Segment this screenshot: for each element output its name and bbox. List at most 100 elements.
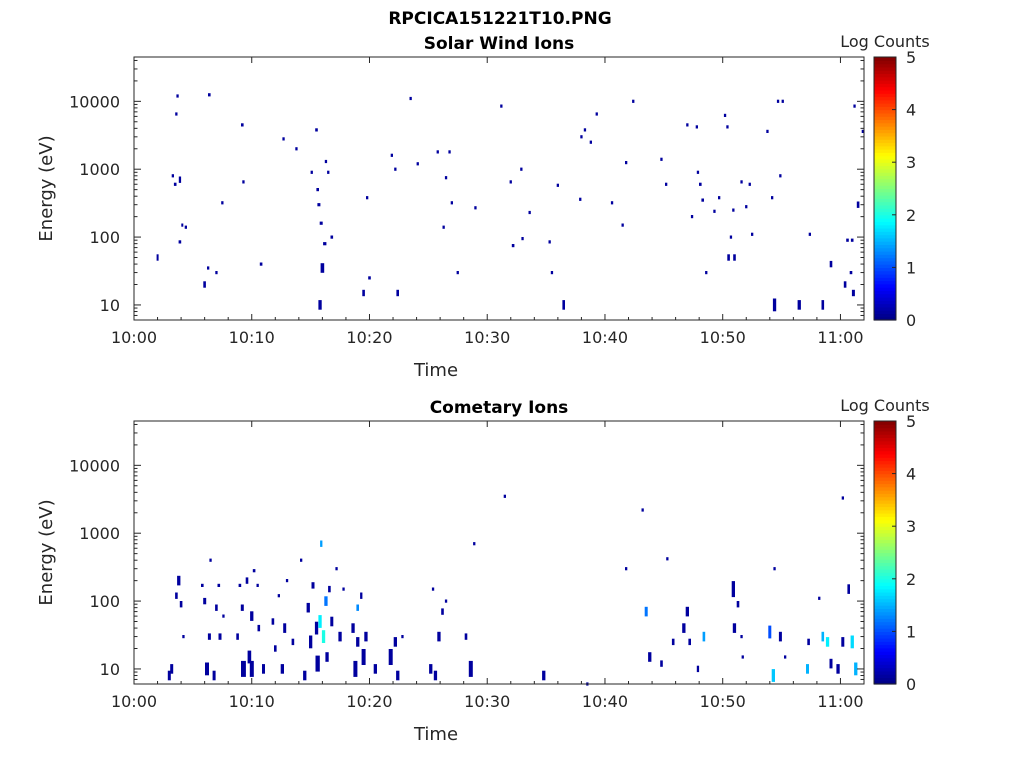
solar-wind-colorbar-segment: [874, 89, 896, 94]
cometary-data-cell: [688, 638, 691, 646]
cometary-colorbar-segment: [874, 555, 896, 560]
cometary-data-cell: [433, 670, 438, 681]
cometary-data-cell: [431, 587, 435, 591]
cometary-data-cell: [648, 652, 652, 662]
cometary-data-cell: [702, 631, 706, 642]
solar-wind-colorbar-segment: [874, 280, 896, 285]
cometary-plot-area: [134, 421, 864, 684]
solar-wind-colorbar-segment: [874, 139, 896, 144]
cometary-data-cell: [825, 637, 830, 647]
solar-wind-colorbar-segment: [874, 185, 896, 190]
cometary-data-cell: [353, 660, 358, 677]
cometary-colorbar-segment: [874, 562, 896, 567]
cometary-data-cell: [285, 579, 289, 583]
solar-wind-data-cell: [175, 112, 178, 116]
cometary-colorbar-segment: [874, 598, 896, 603]
cometary-y-axis-label: Energy (eV): [36, 499, 57, 605]
solar-wind-colorbar-segment: [874, 70, 896, 75]
cometary-colorbar-frame: [873, 420, 897, 685]
solar-wind-colorbar-segment: [874, 277, 896, 282]
cometary-data-cell: [356, 604, 359, 611]
cometary-data-cell: [356, 637, 360, 647]
solar-wind-colorbar-segment: [874, 218, 896, 222]
solar-wind-colorbar-segment: [874, 96, 896, 101]
solar-wind-colorbar-segment: [874, 244, 896, 249]
cometary-colorbar-segment: [874, 545, 896, 550]
solar-wind-data-cell: [330, 235, 334, 239]
cometary-data-cell: [170, 664, 174, 674]
cometary-data-cell: [207, 633, 211, 640]
solar-wind-colorbar-segment: [874, 175, 896, 180]
solar-wind-data-cell: [850, 238, 854, 242]
solar-wind-colorbar-segment: [874, 260, 896, 265]
cometary-data-cell: [444, 599, 448, 603]
cometary-data-cell: [218, 633, 222, 640]
solar-wind-colorbar-segment: [874, 270, 896, 275]
cometary-colorbar-segment: [874, 516, 896, 521]
solar-wind-colorbar-segment: [874, 208, 896, 213]
solar-wind-data-cell: [450, 201, 453, 205]
solar-wind-data-cell: [595, 112, 598, 116]
solar-wind-data-cell: [362, 289, 365, 297]
solar-wind-data-cell: [726, 125, 729, 129]
solar-wind-colorbar-segment: [874, 211, 896, 216]
solar-wind-data-cell: [853, 104, 856, 108]
cometary-data-cell: [201, 583, 204, 587]
cometary-colorbar-segment: [874, 437, 896, 442]
solar-wind-colorbar-segment: [874, 142, 896, 147]
solar-wind-data-cell: [583, 128, 587, 132]
cometary-data-cell: [240, 604, 244, 611]
cometary-colorbar-segment: [874, 651, 896, 656]
cometary-data-cell: [644, 606, 648, 617]
cometary-data-cell: [300, 558, 303, 562]
solar-wind-y-tick-label: 10: [100, 296, 120, 315]
cometary-colorbar-segment: [874, 496, 896, 501]
solar-wind-colorbar-label: Log Counts: [840, 32, 930, 51]
solar-wind-data-cell: [394, 167, 397, 171]
solar-wind-data-cell: [520, 167, 523, 171]
cometary-data-cell: [841, 496, 844, 500]
solar-wind-data-cell: [625, 161, 628, 165]
cometary-data-cell: [257, 624, 261, 632]
solar-wind-data-cell: [690, 215, 694, 219]
solar-wind-data-cell: [366, 196, 369, 200]
solar-wind-plot-area: [134, 57, 864, 320]
solar-wind-colorbar-segment: [874, 247, 896, 252]
solar-wind-colorbar-segment: [874, 201, 896, 206]
solar-wind-data-cell: [766, 129, 769, 133]
cometary-data-cell: [274, 645, 277, 652]
cometary-data-cell: [328, 585, 331, 593]
cometary-data-cell: [388, 649, 393, 665]
solar-wind-colorbar-segment: [874, 224, 896, 229]
solar-wind-colorbar-segment: [874, 158, 896, 163]
cometary-colorbar-segment: [874, 460, 896, 465]
solar-wind-data-cell: [208, 93, 211, 97]
cometary-data-cell: [271, 618, 275, 625]
solar-wind-data-cell: [368, 276, 371, 280]
cometary-data-cell: [685, 606, 689, 617]
solar-wind-data-cell: [178, 176, 182, 183]
solar-wind-colorbar-segment: [874, 290, 896, 295]
solar-wind-data-cell: [474, 206, 477, 210]
cometary-data-cell: [250, 611, 254, 621]
cometary-data-cell: [342, 587, 345, 591]
solar-wind-y-axis-label: Energy (eV): [36, 135, 57, 241]
cometary-colorbar-segment: [874, 608, 896, 613]
solar-wind-data-cell: [797, 300, 801, 310]
cometary-data-cell: [256, 583, 259, 587]
solar-wind-data-cell: [416, 162, 419, 166]
solar-wind-colorbar-segment: [874, 188, 896, 193]
solar-wind-colorbar-segment: [874, 145, 896, 150]
solar-wind-data-cell: [315, 128, 318, 132]
solar-wind-colorbar-segment: [874, 287, 896, 292]
solar-wind-colorbar-segment: [874, 237, 896, 242]
cometary-data-cell: [241, 660, 246, 677]
solar-wind-colorbar-segment: [874, 191, 896, 196]
cometary-data-cell: [212, 670, 216, 681]
cometary-data-cell: [696, 665, 700, 673]
solar-wind-data-cell: [221, 201, 224, 205]
solar-wind-data-cell: [184, 225, 187, 229]
solar-wind-data-cell: [589, 140, 592, 144]
cometary-data-cell: [217, 583, 221, 587]
solar-wind-colorbar-segment: [874, 66, 896, 71]
